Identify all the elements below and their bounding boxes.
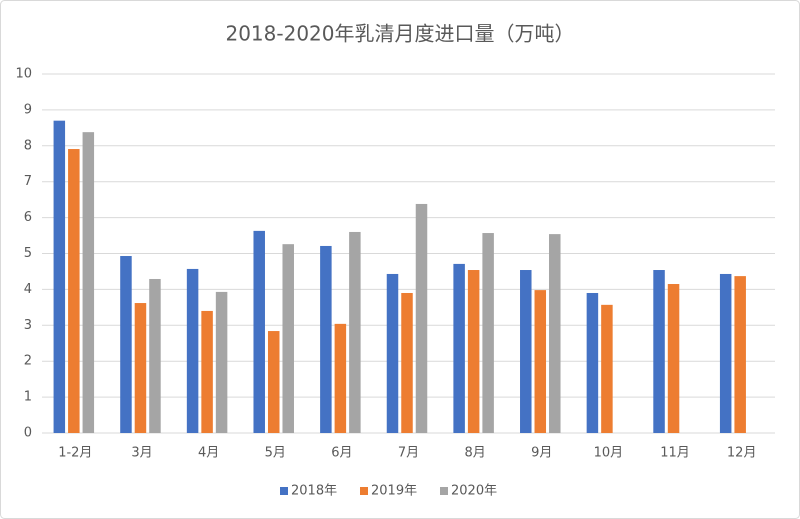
legend-label: 2018年 — [291, 484, 337, 499]
x-tick-label: 5月 — [265, 446, 286, 461]
legend-label: 2020年 — [451, 484, 497, 499]
y-tick-label: 0 — [24, 426, 32, 441]
legend-swatch — [280, 487, 288, 495]
bar — [386, 273, 399, 433]
bar — [282, 244, 294, 433]
bar — [549, 234, 561, 433]
bar — [401, 292, 413, 433]
y-tick-label: 3 — [24, 318, 32, 333]
bar — [586, 292, 599, 433]
bar — [334, 323, 347, 433]
y-tick-label: 7 — [24, 174, 32, 189]
x-tick-label: 1-2月 — [58, 446, 92, 461]
bar — [601, 304, 613, 433]
x-tick-label: 10月 — [594, 446, 624, 461]
y-tick-label: 8 — [24, 138, 32, 153]
y-tick-label: 1 — [24, 390, 32, 405]
bar — [68, 149, 80, 433]
bar — [201, 310, 213, 433]
x-tick-label: 8月 — [464, 446, 485, 461]
bar — [134, 303, 147, 433]
bar — [520, 270, 532, 433]
bar — [186, 268, 199, 433]
bar — [82, 132, 95, 433]
x-tick-label: 3月 — [131, 446, 152, 461]
bar — [320, 245, 332, 433]
bar — [149, 278, 161, 433]
legend-swatch — [360, 487, 368, 495]
bar — [267, 331, 280, 433]
y-tick-label: 5 — [24, 246, 32, 261]
x-tick-label: 11月 — [660, 446, 690, 461]
x-tick-label: 9月 — [531, 446, 552, 461]
bar — [467, 270, 480, 433]
bar — [53, 120, 66, 434]
y-tick-label: 2 — [24, 354, 32, 369]
y-tick-label: 10 — [15, 67, 32, 82]
bar — [215, 291, 228, 433]
x-tick-label: 4月 — [198, 446, 219, 461]
legend-swatch — [440, 487, 448, 495]
bar — [534, 290, 547, 433]
bar — [719, 273, 732, 433]
bar — [734, 276, 746, 433]
x-tick-label: 7月 — [398, 446, 419, 461]
y-tick-label: 4 — [24, 282, 32, 297]
bar — [482, 233, 494, 433]
x-tick-label: 12月 — [727, 446, 757, 461]
y-tick-label: 6 — [24, 210, 32, 225]
bar — [453, 263, 465, 433]
chart-title: 2018-2020年乳清月度进口量（万吨） — [225, 22, 574, 46]
bar — [653, 270, 665, 433]
bar — [253, 230, 265, 433]
bar — [349, 231, 361, 433]
bar — [120, 256, 132, 433]
bar — [667, 284, 680, 433]
legend-label: 2019年 — [371, 484, 417, 499]
y-tick-label: 9 — [24, 102, 32, 117]
bar — [415, 203, 428, 433]
x-tick-label: 6月 — [331, 446, 352, 461]
